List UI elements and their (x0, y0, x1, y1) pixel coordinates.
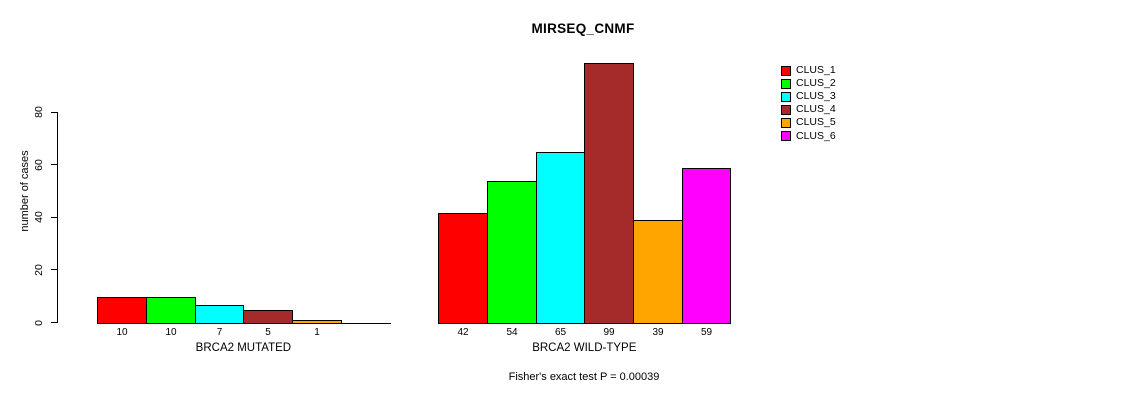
legend-item-clus-6: CLUS_6 (781, 129, 836, 142)
bar-value-label: 39 (652, 327, 664, 338)
y-tick-mark (51, 322, 57, 323)
bar-clus-1-brca2-wild-type (438, 212, 488, 324)
legend-swatch-icon (781, 91, 791, 102)
bar-value-label: 99 (603, 327, 615, 338)
bar-clus-6-brca2-wild-type (682, 167, 731, 324)
bar-value-label: 59 (700, 327, 713, 338)
bar-clus-4-brca2-mutated (243, 309, 293, 324)
bar-clus-5-brca2-wild-type (633, 219, 683, 324)
bar-clus-2-brca2-mutated (146, 296, 196, 324)
legend-item-label: CLUS_4 (796, 103, 836, 116)
bar-value-label: 65 (554, 327, 567, 338)
chart-title: MIRSEQ_CNMF (531, 21, 635, 36)
fisher-test-annotation: Fisher's exact test P = 0.00039 (508, 371, 660, 383)
legend-item-clus-3: CLUS_3 (781, 90, 836, 103)
legend-item-clus-5: CLUS_5 (781, 116, 836, 129)
bar-value-label: 10 (165, 327, 177, 338)
legend: CLUS_1 CLUS_2 CLUS_3 CLUS_4 CLUS_5 CLUS_6 (781, 64, 836, 143)
bar-value-label: 10 (116, 327, 128, 338)
legend-swatch-icon (781, 131, 791, 142)
legend-swatch-icon (781, 104, 791, 115)
y-tick-label: 0 (33, 319, 45, 326)
bar-value-label: 42 (457, 327, 469, 338)
bar-value-label: 7 (216, 327, 223, 338)
group-label-brca2-mutated: BRCA2 MUTATED (195, 342, 292, 354)
bar-clus-2-brca2-wild-type (487, 180, 537, 324)
legend-item-label: CLUS_2 (796, 77, 836, 90)
bar-clus-3-brca2-wild-type (536, 151, 585, 324)
y-axis-line (57, 112, 58, 323)
legend-item-clus-2: CLUS_2 (781, 77, 836, 90)
bar-clus-6-brca2-mutated-zero (341, 323, 391, 324)
y-tick-mark (51, 216, 57, 218)
y-tick-label: 60 (33, 158, 45, 171)
legend-swatch-icon (781, 78, 791, 89)
bar-value-label: 1 (314, 327, 320, 338)
legend-item-label: CLUS_1 (796, 64, 836, 77)
bar-clus-4-brca2-wild-type (584, 62, 634, 324)
y-tick-label: 20 (33, 264, 45, 276)
legend-item-clus-1: CLUS_1 (781, 64, 836, 77)
bar-clus-5-brca2-mutated (292, 319, 342, 324)
y-tick-label: 40 (33, 211, 45, 224)
bar-value-label: 5 (265, 327, 271, 338)
group-label-brca2-wild-type: BRCA2 WILD-TYPE (532, 342, 637, 354)
y-axis-label: number of cases (19, 150, 31, 232)
bar-value-label: 54 (506, 327, 518, 338)
legend-item-label: CLUS_6 (796, 129, 836, 142)
y-tick-mark (51, 164, 57, 166)
legend-swatch-icon (781, 117, 791, 128)
y-tick-mark (51, 269, 57, 271)
y-tick-mark (51, 111, 57, 113)
legend-swatch-icon (781, 65, 791, 76)
legend-item-clus-4: CLUS_4 (781, 103, 836, 116)
bar-clus-3-brca2-mutated (195, 304, 244, 324)
legend-item-label: CLUS_3 (796, 90, 836, 103)
bar-clus-1-brca2-mutated (97, 296, 147, 324)
legend-item-label: CLUS_5 (796, 116, 836, 129)
y-tick-label: 80 (33, 106, 45, 118)
